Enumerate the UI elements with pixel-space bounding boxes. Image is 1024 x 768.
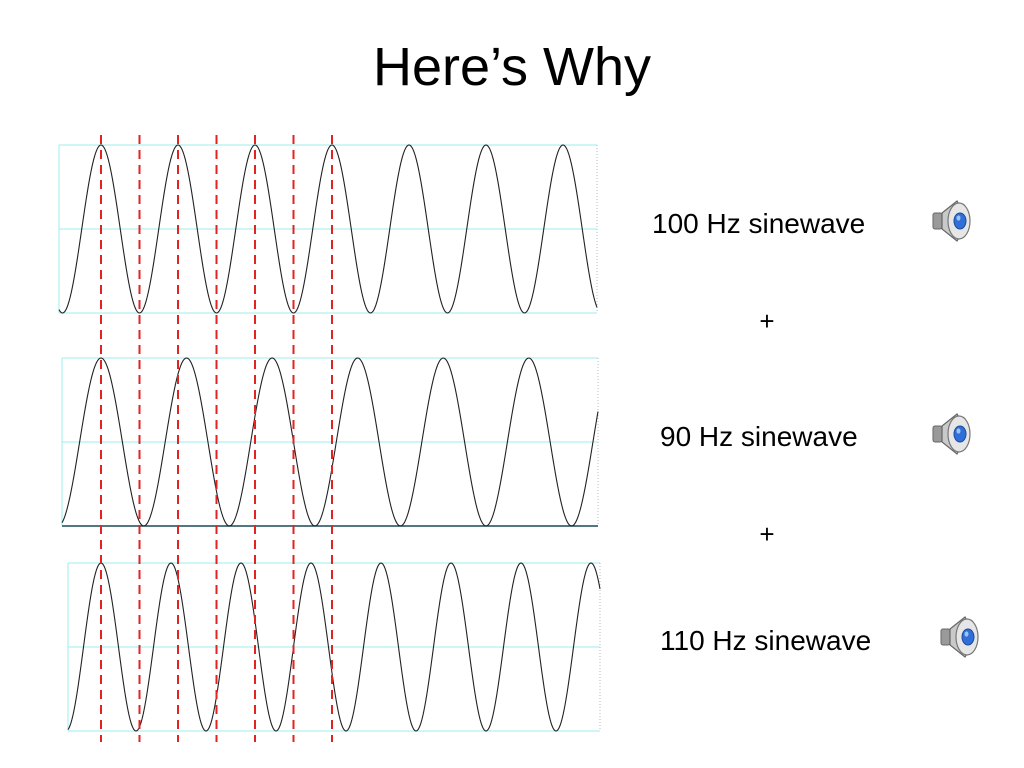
panel-110hz <box>67 562 601 732</box>
wave-90hz <box>61 357 599 527</box>
speaker-icon[interactable] <box>930 196 976 246</box>
plus-sign-2: + <box>759 519 775 549</box>
label-110hz: 110 Hz sinewave <box>660 625 872 656</box>
slide-title: Here’s Why <box>372 37 652 97</box>
panel-100hz <box>58 144 598 314</box>
wave-110hz <box>67 562 601 732</box>
plus-sign-1: + <box>759 306 775 336</box>
speaker-icon[interactable] <box>938 612 984 662</box>
label-90hz: 90 Hz sinewave <box>660 421 858 452</box>
speaker-icon[interactable] <box>930 409 976 459</box>
label-100hz: 100 Hz sinewave <box>652 208 866 239</box>
wave-100hz <box>58 144 598 314</box>
panel-90hz <box>61 357 599 527</box>
